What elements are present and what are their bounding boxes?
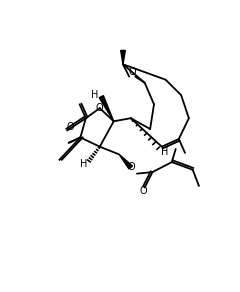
Polygon shape xyxy=(121,51,125,64)
Polygon shape xyxy=(119,154,132,169)
Polygon shape xyxy=(99,95,114,121)
Text: H: H xyxy=(91,90,99,100)
Text: O: O xyxy=(95,103,103,113)
Text: O: O xyxy=(128,162,135,173)
Text: O: O xyxy=(128,67,136,77)
Text: H: H xyxy=(80,159,87,169)
Text: O: O xyxy=(139,186,147,196)
Text: H: H xyxy=(161,147,168,157)
Text: O: O xyxy=(66,122,74,133)
